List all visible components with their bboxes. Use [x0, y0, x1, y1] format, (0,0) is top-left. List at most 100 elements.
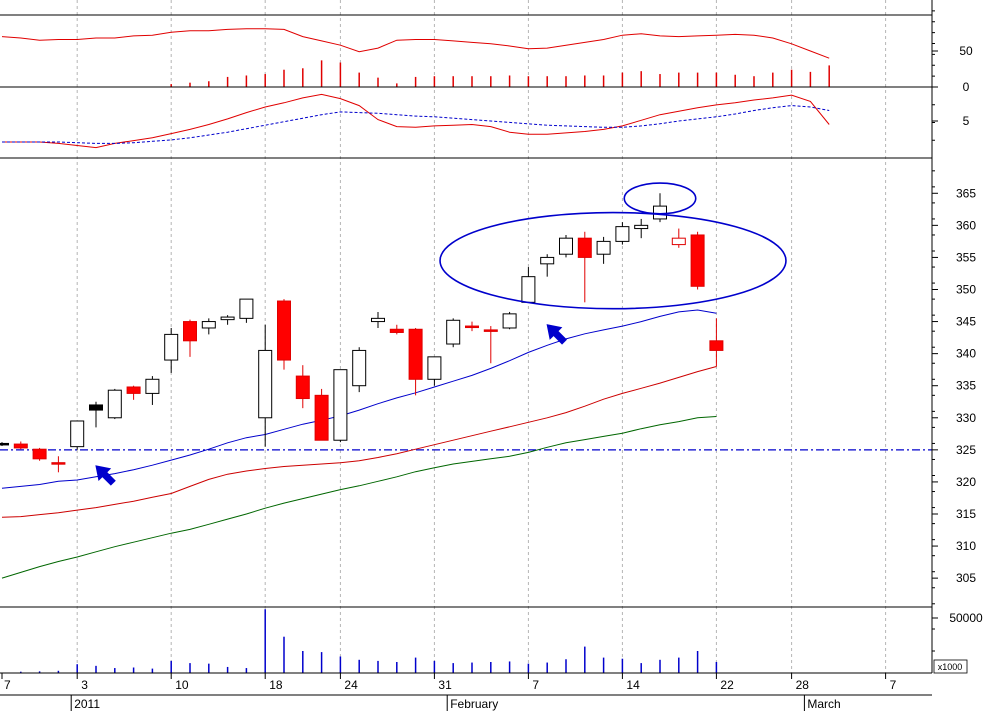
price-tick-label: 335 — [956, 379, 976, 393]
date-tick-label: 10 — [175, 678, 189, 692]
candle — [13, 441, 28, 450]
candle — [427, 356, 442, 386]
date-tick-label: 28 — [796, 678, 810, 692]
candle — [107, 388, 122, 420]
candle-body — [653, 205, 667, 220]
macd-tick-label: 5 — [963, 114, 970, 128]
date-tick-label: 3 — [81, 678, 88, 692]
candle-body — [201, 321, 216, 329]
candle-body — [352, 349, 367, 387]
candle-body — [465, 325, 479, 329]
candle — [389, 324, 404, 335]
candle — [559, 234, 573, 258]
candle-body — [634, 224, 649, 230]
candle-body — [371, 317, 385, 323]
candle — [89, 401, 103, 428]
price-tick-label: 340 — [956, 347, 976, 361]
candle — [709, 318, 724, 367]
candle-body — [333, 369, 348, 441]
macd-panel — [2, 93, 830, 149]
date-tick-label: 7 — [4, 678, 11, 692]
date-tick-label: 18 — [269, 678, 283, 692]
candle-body — [483, 329, 498, 332]
price-tick-label: 365 — [956, 186, 976, 200]
candle-body — [671, 237, 686, 246]
candle-body — [408, 328, 423, 380]
annotation-layer — [95, 182, 787, 486]
candle — [634, 218, 649, 239]
price-tick-label: 355 — [956, 250, 976, 264]
candle-body — [690, 234, 705, 287]
oscillator-panel — [1, 28, 830, 87]
osc-tick-label: 0 — [963, 80, 970, 94]
candle-body — [521, 276, 536, 303]
candle — [540, 254, 555, 277]
candle — [408, 327, 423, 396]
candle — [615, 222, 630, 245]
osc-tick-label: 50 — [959, 44, 973, 58]
highlight-arrow — [546, 324, 567, 345]
candle — [126, 385, 141, 400]
candle-body — [277, 300, 291, 361]
moving-average-red — [1, 366, 717, 518]
candle — [483, 326, 498, 364]
candle-body — [295, 375, 310, 400]
price-tick-label: 345 — [956, 315, 976, 329]
volume-unit-label: x1000 — [938, 662, 963, 672]
price-tick-label: 315 — [956, 507, 976, 521]
candle — [371, 311, 385, 328]
candle — [314, 388, 329, 441]
date-tick-label: 22 — [720, 678, 734, 692]
candle-body — [709, 340, 724, 351]
candle-body — [446, 319, 461, 345]
candle-body — [51, 462, 66, 465]
volume-panel — [1, 609, 718, 673]
candle — [333, 369, 348, 443]
candle — [164, 327, 179, 373]
candle — [577, 231, 592, 303]
price-panel — [0, 193, 932, 579]
candle — [446, 318, 461, 348]
candle — [690, 231, 705, 290]
candle-body — [183, 321, 197, 342]
candle-body — [314, 394, 329, 441]
candle — [465, 321, 479, 332]
price-tick-label: 360 — [956, 218, 976, 232]
grid-layer — [76, 0, 887, 673]
candle — [596, 236, 611, 264]
period-label: February — [450, 697, 498, 711]
candle-body — [32, 448, 47, 460]
date-tick-label: 7 — [532, 678, 539, 692]
candle — [32, 447, 47, 461]
candle-body — [89, 404, 103, 411]
candle — [183, 319, 197, 357]
macd-signal-line — [2, 105, 830, 144]
candle — [0, 442, 9, 447]
candle-body — [239, 298, 254, 319]
candle — [521, 267, 536, 303]
candle — [239, 298, 254, 323]
candle-body — [427, 356, 442, 380]
candle — [220, 315, 235, 325]
period-label: March — [807, 697, 840, 711]
highlight-ellipse — [439, 211, 787, 310]
candle — [201, 318, 216, 335]
candle-body — [540, 256, 555, 265]
candle-body — [13, 443, 28, 449]
volume-tick-label: 50000 — [949, 611, 983, 625]
macd-line — [2, 93, 830, 149]
candle-body — [502, 313, 517, 329]
candle-body — [145, 378, 160, 394]
highlight-ellipse — [623, 182, 697, 215]
candle-body — [577, 237, 592, 258]
candle — [51, 456, 66, 473]
date-tick-label: 31 — [438, 678, 452, 692]
oscillator-line — [1, 28, 830, 59]
candle-body — [220, 316, 235, 321]
candle — [295, 365, 310, 409]
candle-body — [596, 240, 611, 255]
candle — [502, 311, 517, 330]
price-tick-label: 330 — [956, 411, 976, 425]
